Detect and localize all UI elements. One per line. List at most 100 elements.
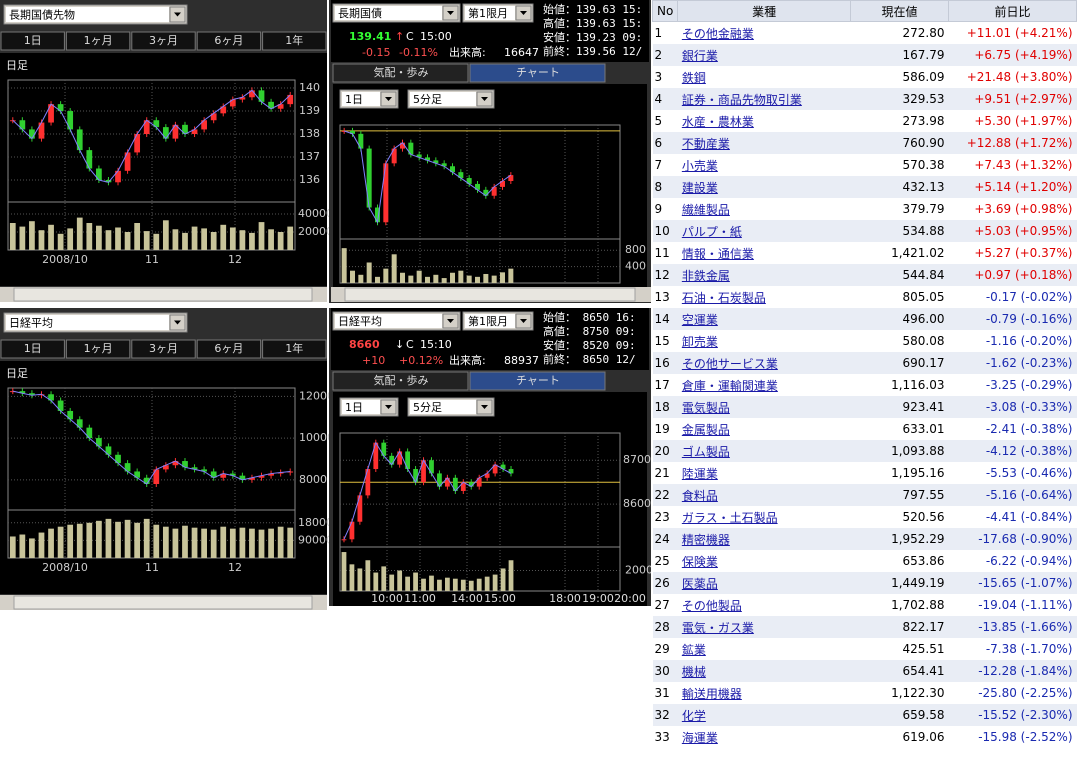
sector-link[interactable]: 倉庫・運輸関連業 — [681, 378, 778, 393]
sector-link[interactable]: 医薬品 — [681, 576, 718, 591]
volume-bar — [484, 576, 490, 591]
cell-pr: 659.58 — [850, 704, 949, 726]
scroll-thumb[interactable] — [13, 287, 313, 302]
month-select-field — [465, 6, 515, 20]
candle — [29, 129, 35, 139]
cell-ch: +11.01 (+4.21%) — [966, 26, 1073, 40]
sector-link[interactable]: 海運業 — [681, 730, 718, 745]
sector-link[interactable]: 非鉄金属 — [681, 268, 730, 283]
candle — [421, 460, 426, 483]
sector-link[interactable]: ゴム製品 — [681, 444, 730, 459]
cell-pr: 586.09 — [902, 70, 945, 84]
sector-link[interactable]: 情報・通信業 — [681, 246, 754, 261]
sector-link[interactable]: 保険業 — [681, 554, 718, 569]
sector-link[interactable]: 機械 — [681, 664, 706, 679]
period-tab[interactable] — [196, 339, 262, 359]
sector-link[interactable]: 電気・ガス業 — [681, 620, 754, 635]
period-tab[interactable] — [196, 31, 262, 51]
candle — [468, 482, 474, 487]
period-tab[interactable] — [65, 31, 131, 51]
sector-link[interactable]: 鉄鋼 — [681, 70, 706, 85]
candle — [466, 178, 472, 184]
cell-pr: 496.00 — [850, 308, 949, 330]
cell-nm: ゴム製品 — [677, 440, 851, 462]
cell-no: 9 — [654, 202, 663, 216]
view-tab-label: チャート — [516, 374, 560, 387]
volume-bar — [258, 529, 265, 558]
sector-link[interactable]: 卸売業 — [681, 334, 718, 349]
volume-bar — [416, 270, 422, 283]
volume-bar — [191, 226, 198, 250]
volume-bar — [38, 532, 45, 558]
symbol-select-field — [335, 6, 442, 20]
candle — [277, 472, 284, 474]
volume-bar — [366, 262, 372, 283]
sector-link[interactable]: 石油・石炭製品 — [681, 290, 766, 305]
period-tab[interactable] — [0, 339, 65, 359]
sector-link[interactable]: その他サービス業 — [681, 356, 778, 371]
sector-row: 3 鉄鋼 586.09 +21.48 (+3.80%) — [653, 66, 1077, 88]
cell-nm: パルプ・紙 — [677, 220, 851, 242]
cell-pr: 432.13 — [850, 176, 949, 198]
x-tick-label: 11 — [145, 253, 159, 266]
sector-link[interactable]: 空運業 — [681, 312, 718, 327]
cell-pr: 633.01 — [902, 422, 945, 436]
view-tab[interactable] — [332, 371, 469, 391]
sector-link[interactable]: その他金融業 — [681, 26, 754, 41]
sector-link[interactable]: 鉱業 — [681, 642, 706, 657]
sector-link[interactable]: 精密機器 — [681, 532, 730, 547]
price-tick-label: 140 — [299, 81, 320, 94]
sector-link[interactable]: 陸運業 — [681, 466, 718, 481]
stat: 高値：139.63 15: — [543, 16, 642, 30]
sector-link[interactable]: 化学 — [681, 708, 706, 723]
sector-row: 18 電気製品 923.41 -3.08 (-0.33%) — [652, 396, 1077, 418]
sector-link[interactable]: 金属製品 — [681, 422, 730, 437]
view-tab[interactable] — [469, 371, 606, 391]
sector-link[interactable]: 水産・農林業 — [681, 114, 754, 129]
x-tick-label: 2008/10 — [42, 253, 88, 266]
period-tab[interactable] — [131, 339, 196, 359]
sector-link[interactable]: 不動産業 — [681, 136, 730, 151]
period-tab[interactable] — [0, 31, 65, 51]
sector-link[interactable]: 電気製品 — [681, 400, 730, 415]
volume-bar — [397, 570, 403, 591]
cell-pr: 329.53 — [850, 88, 949, 110]
sector-link[interactable]: 輸送用機器 — [681, 686, 742, 701]
scroll-thumb[interactable] — [13, 595, 313, 610]
sector-link[interactable]: ガラス・土石製品 — [681, 510, 778, 525]
view-tab[interactable] — [332, 63, 469, 83]
volume-bar — [357, 568, 363, 591]
cell-ch: -25.80 (-2.25%) — [978, 686, 1073, 700]
sector-link[interactable]: 食料品 — [681, 488, 718, 503]
volume-bar — [210, 232, 217, 250]
sector-row: 14 空運業 496.00 -0.79 (-0.16%) — [652, 308, 1077, 330]
cell-pr: 1,116.03 — [891, 378, 945, 392]
price-tick-label: 8600 — [623, 497, 651, 510]
cell-no: 25 — [654, 554, 670, 568]
period-tab[interactable] — [262, 339, 327, 359]
period-tab[interactable] — [65, 339, 131, 359]
volume-bar — [421, 578, 426, 591]
period-tab[interactable] — [262, 31, 327, 51]
volume-bar — [19, 226, 26, 250]
period-tab[interactable] — [131, 31, 196, 51]
sector-link[interactable]: パルプ・紙 — [681, 224, 742, 239]
candle — [124, 152, 131, 171]
sector-link[interactable]: 銀行業 — [681, 48, 718, 63]
sector-link[interactable]: 繊維製品 — [681, 202, 730, 217]
volume-bar — [441, 278, 447, 283]
sector-row: 17 倉庫・運輸関連業 1,116.03 -3.25 (-0.29%) — [653, 374, 1077, 396]
sector-link[interactable]: 建設業 — [681, 180, 718, 195]
scroll-thumb[interactable] — [344, 287, 636, 302]
sector-link[interactable]: その他製品 — [681, 598, 742, 613]
candle — [357, 495, 363, 522]
cell-pr: 570.38 — [902, 158, 945, 172]
view-tab[interactable] — [469, 63, 606, 83]
cell-pr: 1,093.88 — [850, 440, 949, 462]
volume-bar — [124, 232, 131, 250]
volume-bar — [105, 230, 112, 250]
sector-link[interactable]: 小売業 — [681, 158, 718, 173]
candle — [96, 438, 102, 447]
volume-bar — [460, 579, 466, 591]
sector-link[interactable]: 証券・商品先物取引業 — [681, 92, 802, 107]
